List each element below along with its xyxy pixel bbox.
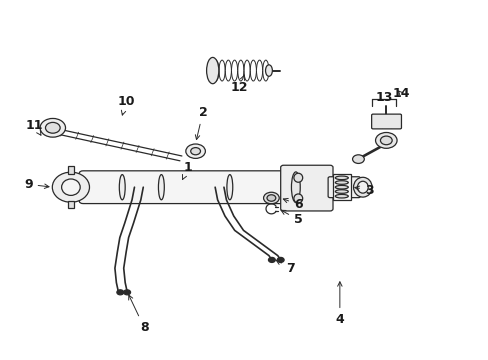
Text: 10: 10 — [117, 95, 135, 115]
Text: 7: 7 — [276, 260, 295, 275]
Text: 13: 13 — [374, 91, 392, 104]
Ellipse shape — [293, 173, 302, 182]
Ellipse shape — [293, 194, 302, 203]
FancyBboxPatch shape — [280, 165, 332, 211]
Ellipse shape — [357, 181, 367, 193]
Circle shape — [123, 290, 130, 295]
Circle shape — [266, 195, 275, 201]
Text: 6: 6 — [283, 198, 302, 211]
Ellipse shape — [353, 177, 371, 197]
Ellipse shape — [335, 176, 347, 180]
Circle shape — [45, 122, 60, 133]
Text: 12: 12 — [230, 75, 248, 94]
Bar — [68, 166, 74, 174]
FancyBboxPatch shape — [79, 171, 331, 204]
Text: 4: 4 — [335, 282, 344, 326]
Ellipse shape — [335, 181, 347, 184]
Circle shape — [277, 257, 284, 262]
Bar — [332, 174, 350, 200]
Ellipse shape — [119, 175, 125, 200]
Circle shape — [263, 192, 279, 204]
Circle shape — [190, 148, 200, 155]
Text: 2: 2 — [195, 106, 207, 140]
Text: 9: 9 — [24, 178, 49, 191]
Ellipse shape — [335, 185, 347, 189]
Circle shape — [185, 144, 205, 158]
Text: 14: 14 — [391, 87, 409, 100]
Ellipse shape — [158, 175, 164, 200]
Text: 11: 11 — [25, 119, 43, 135]
Bar — [68, 201, 74, 208]
Text: 1: 1 — [182, 161, 192, 180]
Ellipse shape — [52, 172, 89, 202]
Ellipse shape — [206, 57, 219, 84]
Circle shape — [352, 155, 364, 163]
Circle shape — [117, 290, 123, 295]
Ellipse shape — [226, 175, 232, 200]
Text: 8: 8 — [128, 295, 148, 334]
Ellipse shape — [335, 194, 347, 198]
Text: 3: 3 — [354, 184, 373, 197]
FancyBboxPatch shape — [371, 114, 401, 129]
Text: 5: 5 — [281, 210, 302, 226]
Ellipse shape — [335, 190, 347, 193]
Circle shape — [268, 257, 275, 262]
FancyBboxPatch shape — [327, 177, 360, 198]
Circle shape — [375, 132, 396, 148]
Ellipse shape — [291, 172, 300, 202]
Circle shape — [380, 136, 391, 145]
Ellipse shape — [265, 65, 272, 76]
Ellipse shape — [61, 179, 80, 195]
Circle shape — [40, 118, 65, 137]
